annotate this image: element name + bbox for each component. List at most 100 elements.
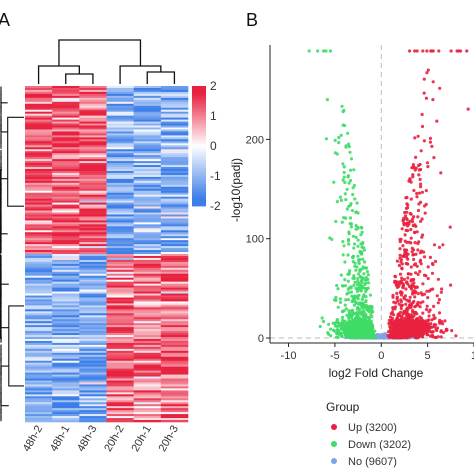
heatmap-cell xyxy=(25,153,53,156)
point-down xyxy=(348,150,352,154)
point-down xyxy=(345,313,349,317)
heatmap-cell xyxy=(52,384,80,387)
heatmap-cell xyxy=(79,242,107,245)
heatmap-cell xyxy=(133,125,162,128)
heatmap-cell xyxy=(133,169,162,172)
point-down xyxy=(336,305,340,309)
heatmap-cell xyxy=(160,105,189,109)
heatmap-cell xyxy=(52,329,80,332)
heatmap-cell xyxy=(79,139,107,142)
dendrogram-link xyxy=(146,71,176,84)
point-up xyxy=(444,327,448,331)
point-down xyxy=(354,286,358,290)
heatmap-cell xyxy=(25,103,53,107)
dendrogram-link xyxy=(0,169,2,339)
heatmap-cell xyxy=(160,410,189,413)
point-up xyxy=(413,241,417,245)
heatmap-cell xyxy=(52,121,80,124)
heatmap-cell xyxy=(79,184,107,188)
heatmap-cell xyxy=(52,99,80,103)
point-up xyxy=(414,155,418,159)
heatmap-cell xyxy=(160,337,189,340)
heatmap-cell xyxy=(25,236,53,239)
heatmap-cell xyxy=(160,188,189,192)
point-down xyxy=(358,274,362,279)
point-down xyxy=(361,265,365,269)
heatmap-cell xyxy=(106,117,134,120)
heatmap-cell xyxy=(52,289,80,292)
heatmap-cell xyxy=(25,141,53,144)
heatmap-cell xyxy=(106,196,134,199)
heatmap-cell xyxy=(160,170,189,174)
heatmap-cell xyxy=(25,338,53,342)
heatmap-cell xyxy=(25,97,53,101)
heatmap-cell xyxy=(160,236,189,239)
heatmap-cell xyxy=(79,236,107,239)
heatmap-cell xyxy=(52,315,80,318)
heatmap-cell xyxy=(133,190,162,194)
point-down xyxy=(364,287,368,291)
heatmap-cell xyxy=(79,226,107,229)
point-down xyxy=(358,249,362,254)
heatmap-cell xyxy=(133,202,162,205)
point-up xyxy=(416,215,420,219)
point-up xyxy=(430,262,435,266)
heatmap-cell xyxy=(52,418,80,421)
heatmap-cell xyxy=(133,382,162,385)
heatmap-cell xyxy=(25,194,53,197)
heatmap-cell xyxy=(79,376,107,379)
point-up xyxy=(409,286,413,290)
heatmap-cell xyxy=(160,398,189,401)
heatmap-cell xyxy=(160,281,189,284)
heatmap-cell xyxy=(160,131,189,134)
point-up xyxy=(406,257,410,261)
point-down xyxy=(341,322,345,326)
colorbar-step xyxy=(192,182,206,185)
heatmap-cell xyxy=(106,127,134,130)
point-down xyxy=(368,332,372,337)
heatmap-cell xyxy=(106,388,134,391)
heatmap-cell xyxy=(160,123,189,126)
colorbar-step xyxy=(192,146,206,149)
heatmap-cell xyxy=(133,129,162,132)
heatmap-cell xyxy=(25,410,53,413)
heatmap-cell xyxy=(160,145,189,148)
heatmap-cell xyxy=(25,129,53,132)
heatmap-cell xyxy=(25,117,53,120)
heatmap-cell xyxy=(52,133,80,136)
point-down xyxy=(371,324,375,328)
heatmap-cell xyxy=(133,362,162,365)
heatmap-cell xyxy=(25,368,53,371)
heatmap-cell xyxy=(133,103,162,107)
heatmap-cell xyxy=(160,269,189,273)
point-up xyxy=(421,282,425,286)
heatmap-cell xyxy=(52,285,80,288)
heatmap-cell xyxy=(52,238,80,241)
point-up xyxy=(400,291,404,295)
heatmap-cell xyxy=(160,315,189,318)
heatmap-cell xyxy=(160,311,189,314)
heatmap-cell xyxy=(79,167,107,170)
heatmap-cell xyxy=(79,315,107,318)
colorbar-step xyxy=(192,98,206,101)
point-up xyxy=(427,289,431,293)
heatmap-cell xyxy=(160,265,189,269)
point-up xyxy=(409,227,413,232)
heatmap-cell xyxy=(106,236,134,239)
heatmap-cell xyxy=(25,301,53,304)
heatmap-cell xyxy=(79,356,107,360)
heatmap-cell xyxy=(25,404,53,407)
point-down xyxy=(348,216,353,220)
heatmap-cell xyxy=(79,364,107,367)
heatmap-cell xyxy=(133,344,162,348)
heatmap-cell xyxy=(25,163,53,166)
heatmap-cell xyxy=(25,232,53,235)
heatmap-cell xyxy=(25,257,53,261)
heatmap-cell xyxy=(79,259,107,263)
heatmap-cell xyxy=(133,261,162,265)
point-down xyxy=(342,309,346,313)
colorbar-step xyxy=(192,128,206,131)
heatmap-cell xyxy=(25,408,53,411)
heatmap-cell xyxy=(106,180,134,184)
heatmap-cell xyxy=(52,208,80,211)
